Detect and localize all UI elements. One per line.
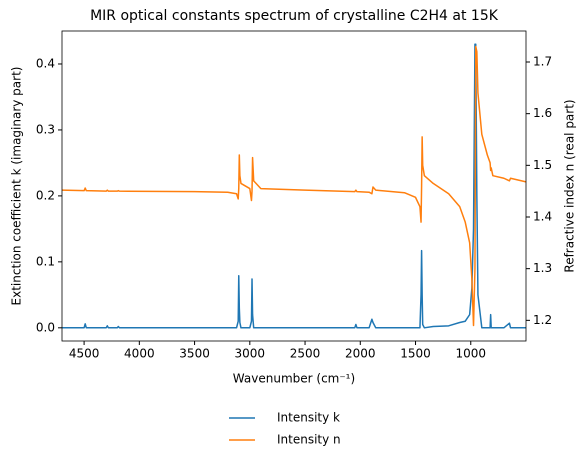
x-tick-label: 1500 xyxy=(400,347,431,361)
y2-tick-label: 1.5 xyxy=(533,158,552,172)
y2-tick-label: 1.2 xyxy=(533,313,552,327)
legend-label: Intensity n xyxy=(277,433,341,447)
y-tick-label: 0.0 xyxy=(36,320,55,334)
y2-tick-label: 1.6 xyxy=(533,106,552,120)
x-tick-label: 1000 xyxy=(455,347,486,361)
y-axis-label: Extinction coefficient k (imaginary part… xyxy=(10,67,24,306)
line-series xyxy=(62,43,526,329)
y2-tick-label: 1.7 xyxy=(533,55,552,69)
y-tick-label: 0.2 xyxy=(36,188,55,202)
y2-tick-label: 1.3 xyxy=(533,261,552,275)
line-series xyxy=(61,45,527,327)
legend-label: Intensity k xyxy=(277,411,340,425)
y-tick-label: 0.4 xyxy=(36,56,55,70)
y-tick-label: 0.1 xyxy=(36,254,55,268)
y2-axis-label: Refractive index n (real part) xyxy=(563,99,577,272)
x-tick-label: 4000 xyxy=(124,347,155,361)
y-tick-label: 0.3 xyxy=(36,122,55,136)
x-axis-label: Wavenumber (cm⁻¹) xyxy=(233,372,355,386)
x-tick-label: 3500 xyxy=(179,347,210,361)
plot-frame xyxy=(61,30,527,342)
chart-title: MIR optical constants spectrum of crysta… xyxy=(90,8,499,24)
x-tick-label: 2000 xyxy=(345,347,376,361)
y2-tick-label: 1.4 xyxy=(533,210,552,224)
x-tick-label: 3000 xyxy=(235,347,266,361)
x-tick-label: 2500 xyxy=(290,347,321,361)
x-tick-label: 4500 xyxy=(69,347,100,361)
